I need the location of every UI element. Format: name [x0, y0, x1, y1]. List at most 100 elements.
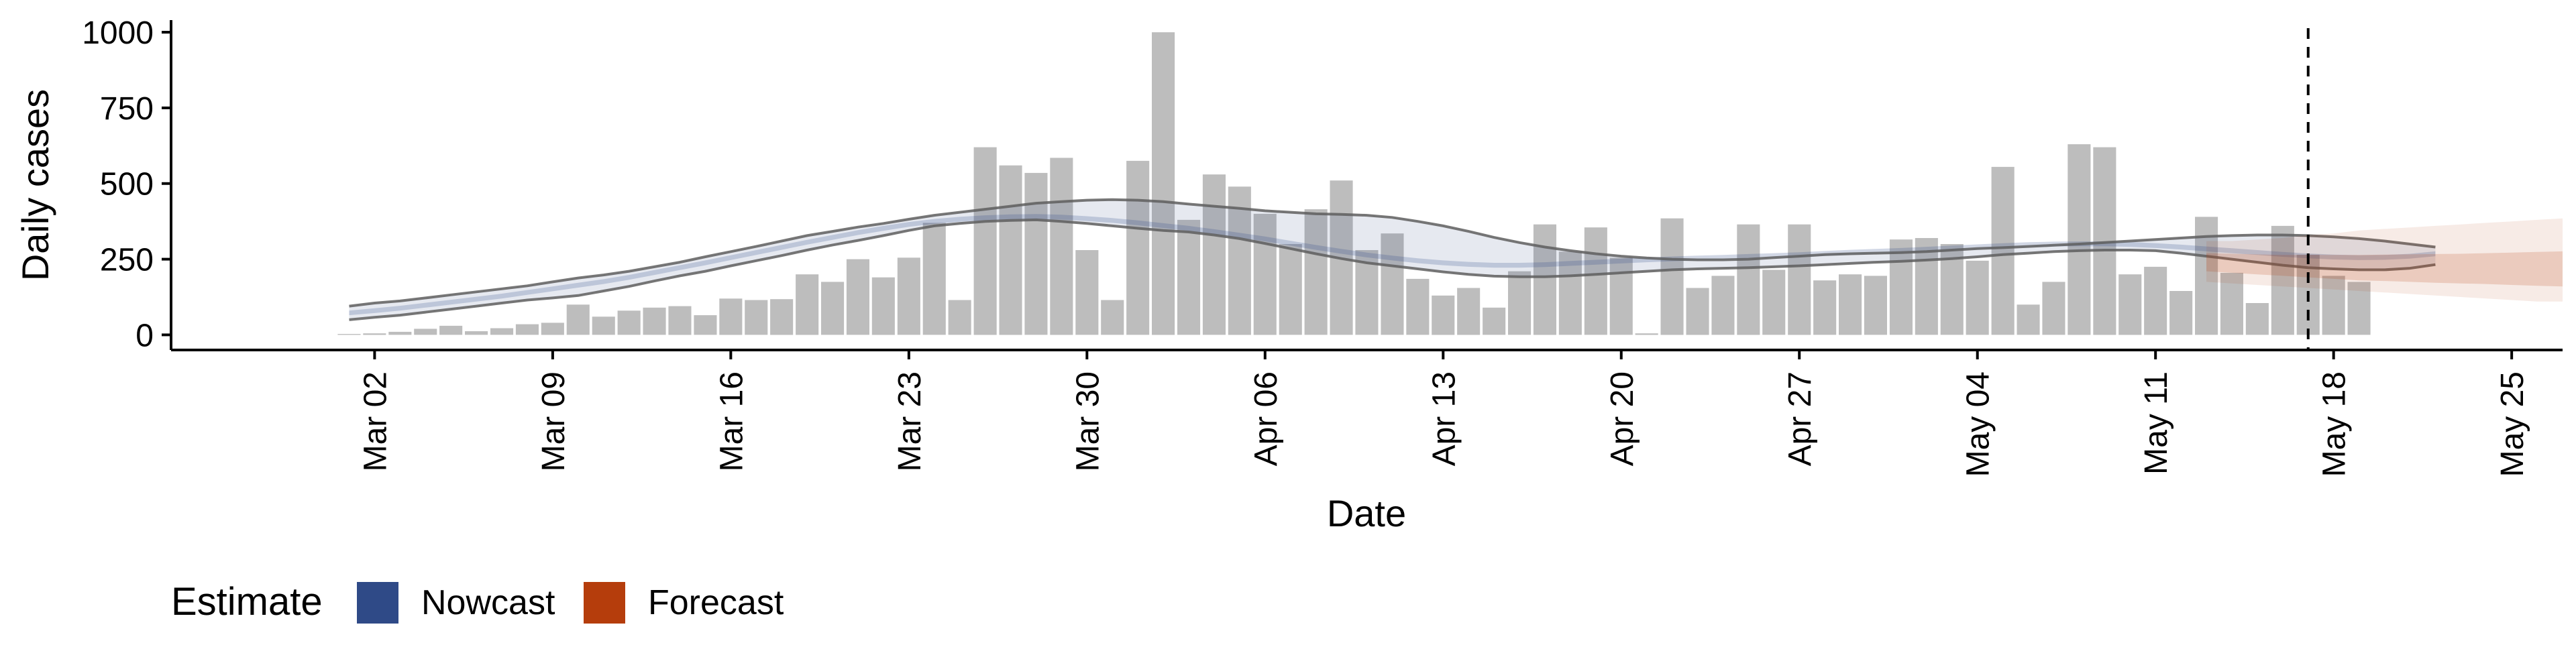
case-bar: [1609, 257, 1633, 335]
x-tick-label: May 18: [2317, 371, 2353, 477]
case-bar: [414, 329, 437, 335]
case-bar: [363, 333, 386, 335]
y-tick-label: 1000: [82, 15, 154, 51]
case-bar: [1050, 158, 1073, 335]
case-bar: [2271, 225, 2294, 335]
case-bar: [1635, 333, 1658, 335]
legend: Estimate Nowcast Forecast: [171, 580, 784, 624]
y-ticks: 0 250 500 750 1000: [82, 15, 171, 353]
axes: [170, 20, 2563, 351]
case-bar: [1406, 278, 1430, 335]
x-tick-label: May 25: [2495, 371, 2530, 477]
case-bar: [1457, 288, 1481, 335]
case-bar: [490, 328, 514, 335]
case-bar: [1711, 276, 1735, 335]
legend-label-nowcast: Nowcast: [421, 583, 555, 622]
case-bar: [1152, 32, 1175, 335]
x-tick-label: Apr 20: [1605, 371, 1640, 466]
case-bar: [1253, 213, 1277, 335]
case-bar: [1788, 224, 1811, 335]
case-bar: [2017, 304, 2040, 335]
case-bar: [2068, 144, 2091, 335]
case-bar: [1686, 288, 1709, 335]
x-axis-title: Date: [1327, 492, 1406, 534]
case-bar: [1126, 160, 1150, 335]
case-bar: [2042, 282, 2065, 335]
y-axis-title: Daily cases: [14, 89, 56, 281]
case-bar: [515, 324, 539, 335]
case-bar: [1864, 276, 1887, 335]
legend-label-forecast: Forecast: [648, 583, 784, 622]
forecast-inner-band: [2206, 251, 2563, 287]
case-bar: [2322, 276, 2345, 335]
case-bar: [1381, 233, 1404, 335]
case-bar: [1202, 174, 1226, 335]
case-bar: [694, 315, 717, 335]
case-bar: [541, 322, 564, 335]
case-bar: [745, 300, 768, 335]
case-bar: [999, 165, 1022, 335]
case-bar: [719, 298, 743, 335]
x-ticks: Mar 02 Mar 09 Mar 16 Mar 23 Mar 30 Apr 06 Apr …: [358, 350, 2530, 477]
x-tick-label: May 11: [2139, 371, 2174, 475]
case-bar: [770, 299, 794, 335]
case-bar: [2220, 272, 2243, 335]
legend-swatch-nowcast: [357, 582, 398, 624]
case-bar: [337, 334, 361, 335]
case-bar: [821, 282, 845, 335]
x-tick-label: Mar 02: [358, 371, 393, 471]
forecast-outer-band: [2206, 218, 2563, 302]
case-bar: [1508, 271, 1532, 335]
case-bar: [1432, 295, 1455, 335]
case-bar: [668, 306, 692, 335]
nowcast-outer-band: [349, 199, 2436, 320]
y-tick-label: 750: [100, 91, 154, 127]
case-bar: [1483, 307, 1506, 335]
case-bar: [1813, 280, 1837, 335]
case-bar: [973, 147, 997, 335]
case-bar: [1177, 219, 1201, 335]
nowcast-upper-line: [349, 198, 2436, 308]
x-tick-label: Apr 06: [1248, 371, 1284, 466]
case-bar: [2169, 291, 2193, 335]
case-bar: [592, 316, 615, 335]
case-bar: [897, 257, 920, 335]
y-tick-label: 0: [136, 318, 154, 353]
case-bar: [1304, 209, 1328, 335]
case-bar: [871, 277, 895, 335]
case-bar: [1228, 186, 1251, 335]
case-bar: [2347, 282, 2371, 335]
case-bar: [1762, 270, 1786, 335]
x-tick-label: Apr 27: [1782, 371, 1818, 466]
case-bar: [1279, 244, 1302, 335]
case-bar: [439, 325, 463, 335]
case-bar: [1533, 224, 1556, 335]
case-bar: [1737, 224, 1760, 335]
case-bar: [846, 259, 869, 335]
x-tick-label: Apr 13: [1426, 371, 1462, 466]
x-tick-label: Mar 16: [714, 371, 749, 471]
case-bar: [1075, 250, 1099, 335]
case-bar: [2144, 266, 2167, 335]
case-bar: [1966, 260, 1989, 335]
case-bar: [1889, 239, 1913, 335]
case-bar: [948, 300, 971, 335]
legend-title: Estimate: [171, 580, 323, 624]
x-tick-label: May 04: [1961, 371, 1996, 477]
case-bar: [465, 331, 488, 335]
case-bar: [796, 274, 819, 335]
case-bar: [2245, 303, 2269, 335]
case-bar: [1839, 274, 1862, 335]
case-bar: [617, 310, 641, 335]
y-tick-label: 500: [100, 167, 154, 202]
case-bar: [388, 331, 412, 335]
case-bar: [1991, 166, 2015, 335]
x-tick-label: Mar 09: [536, 371, 572, 471]
x-tick-label: Mar 23: [892, 371, 928, 471]
case-bar: [1024, 172, 1048, 335]
case-bar: [1584, 227, 1607, 335]
y-tick-label: 250: [100, 243, 154, 278]
case-bar: [2118, 274, 2142, 335]
